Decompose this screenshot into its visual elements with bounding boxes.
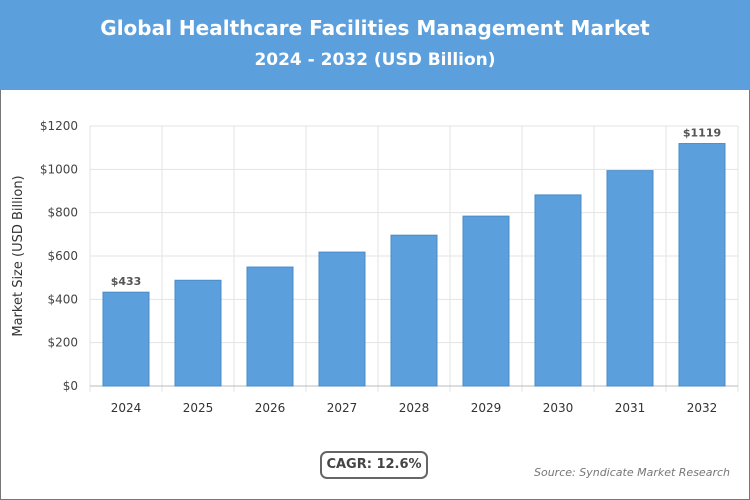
y-tick-label: $200 [47, 336, 78, 350]
chart-title: Global Healthcare Facilities Management … [100, 16, 650, 40]
bar [678, 143, 726, 387]
bar [606, 170, 654, 387]
cagr-badge: CAGR: 12.6% [320, 451, 428, 479]
x-tick-label: 2029 [471, 401, 502, 415]
bar [534, 194, 582, 387]
bar [318, 251, 366, 387]
x-tick-label: 2026 [255, 401, 286, 415]
y-axis-title: Market Size (USD Billion) [11, 175, 26, 336]
bar [246, 266, 294, 387]
x-tick-label: 2027 [327, 401, 358, 415]
data-label: $433 [111, 275, 142, 288]
bar [102, 291, 150, 387]
y-tick-label: $400 [47, 292, 78, 306]
bar [174, 279, 222, 387]
bar [462, 215, 510, 387]
x-tick-label: 2024 [111, 401, 142, 415]
chart-header: Global Healthcare Facilities Management … [0, 0, 750, 90]
x-tick-label: 2030 [543, 401, 574, 415]
x-tick-label: 2025 [183, 401, 214, 415]
chart-subtitle: 2024 - 2032 (USD Billion) [254, 50, 496, 70]
bar [390, 234, 438, 387]
y-tick-label: $600 [47, 249, 78, 263]
y-tick-label: $1200 [40, 119, 78, 133]
y-tick-label: $0 [63, 379, 78, 393]
y-tick-label: $800 [47, 206, 78, 220]
y-tick-label: $1000 [40, 162, 78, 176]
x-tick-label: 2031 [615, 401, 646, 415]
x-tick-label: 2028 [399, 401, 430, 415]
data-label: $1119 [683, 127, 721, 140]
source-note: Source: Syndicate Market Research [534, 466, 730, 479]
x-tick-label: 2032 [687, 401, 718, 415]
